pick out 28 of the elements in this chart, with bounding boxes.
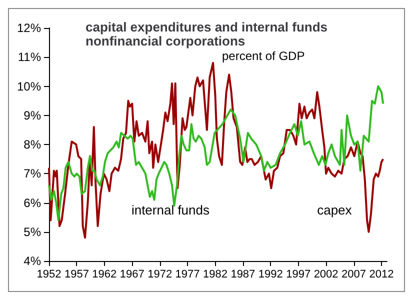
x-tick-label: 1972: [148, 268, 172, 280]
y-tick-label: 7%: [24, 166, 42, 181]
y-tick-label: 9%: [24, 108, 42, 122]
line-series: [48, 62, 384, 239]
x-tick-label: 1957: [64, 268, 89, 280]
y-tick-label: 12%: [16, 21, 42, 35]
x-tick-label: 2002: [314, 268, 338, 280]
x-tick-label: 1952: [36, 268, 62, 280]
text: percent of GDP: [222, 49, 305, 63]
y-tick-label: 6%: [24, 196, 42, 210]
x-tick-label: 1992: [258, 268, 283, 280]
x-tick-label: 1962: [92, 268, 117, 280]
y-tick-label: 4%: [24, 254, 42, 268]
series-label: capex: [317, 202, 352, 218]
y-tick-label: 8%: [24, 138, 42, 152]
x-tick-label: 1987: [230, 268, 256, 280]
series-label: internal funds: [131, 202, 210, 218]
line-series: [48, 85, 384, 222]
x-tick-label: 1982: [202, 268, 228, 280]
x-tick-label: 2012: [369, 268, 394, 280]
x-tick-label: 1977: [175, 268, 200, 280]
x-tick-label: 1967: [120, 268, 144, 280]
y-tick-label: 11%: [18, 50, 42, 64]
x-tick-label: 1997: [286, 268, 311, 280]
y-tick-label: 5%: [24, 224, 42, 239]
y-tick-label: 10%: [16, 79, 42, 94]
chart-title: capital expenditures and internal funds nonfinancial corporations: [86, 20, 328, 48]
x-tick-label: 2007: [342, 268, 366, 280]
